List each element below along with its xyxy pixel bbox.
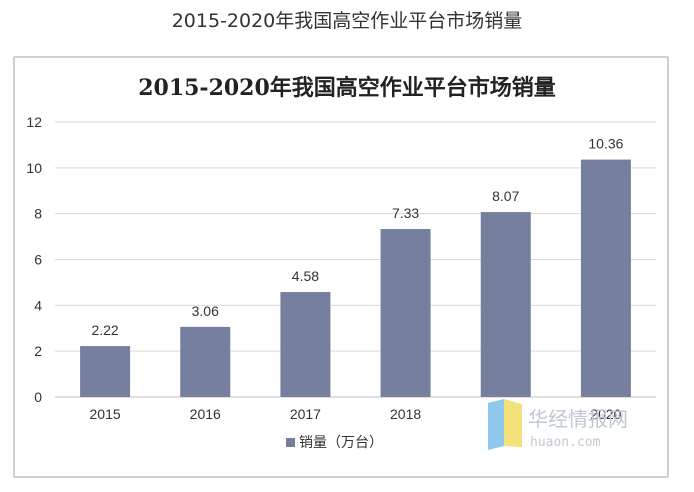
bars [80, 159, 631, 397]
legend: 销量（万台） [286, 435, 383, 451]
y-axis: 0 2 4 6 8 10 12 [26, 114, 42, 405]
data-label-2017: 4.58 [292, 268, 319, 284]
gridlines [55, 121, 656, 398]
bar-2015 [80, 346, 131, 397]
y-tick-label: 2 [34, 343, 42, 359]
bar-2016 [180, 326, 231, 397]
watermark-text: 华经情报网 [528, 407, 628, 431]
page-heading: 2015-2020年我国高空作业平台市场销量 [171, 10, 523, 32]
y-tick-label: 6 [34, 252, 42, 268]
y-tick-label: 4 [34, 297, 42, 313]
data-label-2015: 2.22 [91, 322, 118, 338]
x-tick-label-2015: 2015 [90, 406, 121, 422]
data-label-2020: 10.36 [588, 136, 623, 152]
bar-2020 [580, 159, 631, 397]
y-tick-label: 10 [26, 160, 42, 176]
chart-title: 2015-2020年我国高空作业平台市场销量 [138, 75, 556, 101]
data-label-2016: 3.06 [192, 303, 219, 319]
y-tick-label: 12 [26, 114, 42, 130]
y-tick-label: 8 [34, 206, 42, 222]
chart-frame [13, 56, 669, 478]
bar-2019 [480, 212, 531, 397]
watermark-url: huaon.com [530, 435, 601, 450]
watermark-logo-icon [488, 399, 522, 450]
data-labels: 2.22 3.06 4.58 7.33 8.07 10.36 [91, 136, 623, 339]
x-tick-label-2016: 2016 [190, 406, 221, 422]
x-tick-label-2018: 2018 [390, 406, 421, 422]
x-tick-label-2017: 2017 [290, 406, 321, 422]
data-label-2019: 8.07 [492, 188, 519, 204]
data-label-2018: 7.33 [392, 205, 419, 221]
legend-swatch [286, 438, 295, 447]
bar-2017 [280, 292, 331, 397]
bar-2018 [380, 229, 431, 397]
y-tick-label: 0 [34, 389, 42, 405]
watermark: 华经情报网 huaon.com [488, 399, 628, 450]
legend-label: 销量（万台） [299, 435, 383, 451]
x-tick-label-2020: 2020 [590, 406, 621, 422]
